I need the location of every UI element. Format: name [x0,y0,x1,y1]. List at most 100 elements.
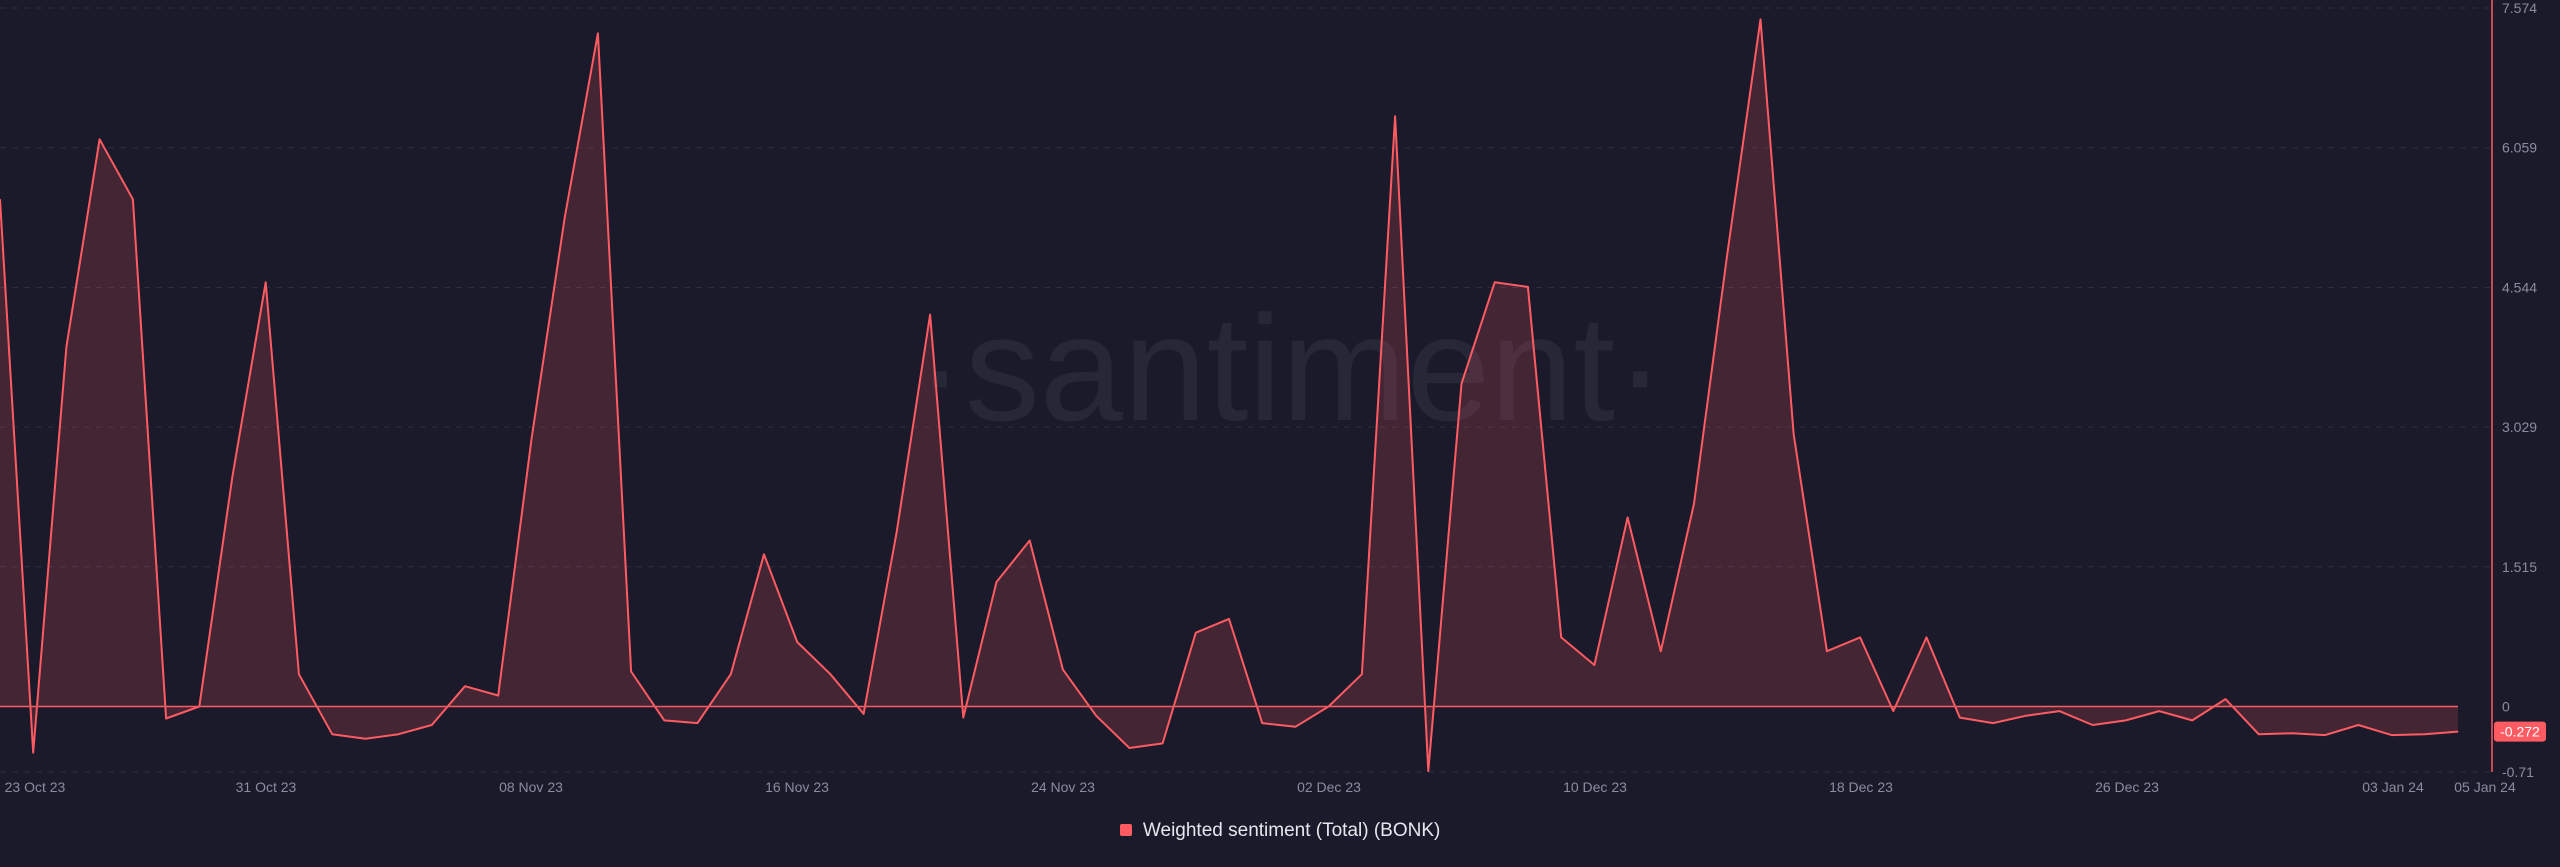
data-point [331,733,333,735]
y-tick-label: -0.71 [2502,764,2534,780]
data-point [165,718,167,720]
data-point [1892,710,1894,712]
data-point [265,281,267,283]
x-tick-label: 16 Nov 23 [765,779,829,795]
y-tick-label: 3.029 [2502,419,2537,435]
data-point [1461,383,1463,385]
y-tick-label: 6.059 [2502,140,2537,156]
data-point [1261,722,1263,724]
last-value-label: -0.272 [2500,724,2540,740]
data-point [1759,18,1761,20]
data-point [1294,726,1296,728]
data-point [65,346,67,348]
data-point [364,738,366,740]
data-point [697,722,699,724]
legend-swatch [1119,824,1132,836]
data-point [2092,724,2094,726]
data-point [1693,503,1695,505]
data-point [2025,715,2027,717]
data-point [829,673,831,675]
data-point [1328,706,1330,708]
x-tick-label: 08 Nov 23 [499,779,563,795]
data-point [530,438,532,440]
data-point [1593,664,1595,666]
data-point [1361,673,1363,675]
data-point [132,198,134,200]
data-point [2391,734,2393,736]
x-tick-label: 03 Jan 24 [2362,779,2424,795]
data-point [564,217,566,219]
data-point [1128,747,1130,749]
data-point [2125,719,2127,721]
x-tick-label: 24 Nov 23 [1031,779,1095,795]
data-point [1427,770,1429,772]
y-tick-label: 4.544 [2502,279,2537,295]
data-point [663,719,665,721]
data-point [763,553,765,555]
data-point [1527,286,1529,288]
data-point [2158,710,2160,712]
data-point [298,673,300,675]
data-point [2424,733,2426,735]
data-point [398,733,400,735]
data-point [0,198,1,200]
data-point [796,641,798,643]
y-tick-label: 7.574 [2502,0,2537,16]
y-tick-label: 0 [2502,699,2510,715]
x-tick-label: 26 Dec 23 [2095,779,2159,795]
data-point [597,32,599,34]
data-point [2191,719,2193,721]
data-point [2324,734,2326,736]
data-point [2258,733,2260,735]
data-point [1793,433,1795,435]
data-point [929,314,931,316]
series-area-fill [0,19,2458,772]
data-point [896,530,898,532]
legend[interactable]: Weighted sentiment (Total) (BONK) [0,820,2560,842]
data-point [32,752,34,754]
data-point [1162,742,1164,744]
x-tick-label: 23 Oct 23 [5,779,66,795]
y-axis: 7.574 6.059 4.544 3.029 1.515 0 -0.71 -0.272 [2491,0,2546,780]
x-tick-label: 02 Dec 23 [1297,779,1361,795]
data-point [630,670,632,672]
data-point [1660,650,1662,652]
data-point [99,138,101,140]
data-point [1726,254,1728,256]
data-point [1992,722,1994,724]
data-point [2058,710,2060,712]
data-point [1029,540,1031,542]
data-point [2224,698,2226,700]
data-point [730,673,732,675]
data-point [1926,636,1928,638]
data-point [1494,281,1496,283]
data-point [1228,618,1230,620]
last-value-badge [2494,721,2546,742]
data-point [431,724,433,726]
x-tick-label: 10 Dec 23 [1563,779,1627,795]
data-point [1627,516,1629,518]
x-tick-label: 31 Oct 23 [236,779,297,795]
data-point [1195,632,1197,634]
data-point [2357,724,2359,726]
data-point [1394,115,1396,117]
data-point [2457,731,2459,733]
data-point [232,475,234,477]
data-point [2291,732,2293,734]
data-point [1859,636,1861,638]
x-tick-label: 18 Dec 23 [1829,779,1893,795]
y-tick-label: 1.515 [2502,559,2537,575]
data-point [198,706,200,708]
data-point [1095,715,1097,717]
data-point [1560,636,1562,638]
data-point [1062,669,1064,671]
data-point [1826,650,1828,652]
data-point [962,717,964,719]
legend-label: Weighted sentiment (Total) (BONK) [1142,820,1441,841]
data-point [497,694,499,696]
data-point [1959,717,1961,719]
data-point [995,581,997,583]
data-point [863,713,865,715]
series-area [0,18,2459,773]
